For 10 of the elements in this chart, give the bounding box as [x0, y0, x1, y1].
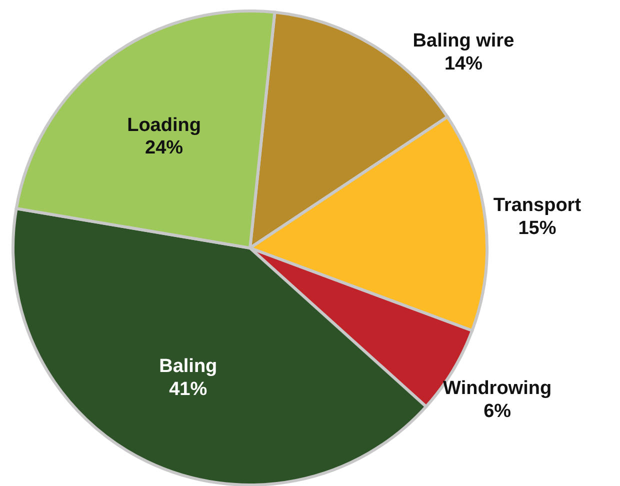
slice-label: Baling [159, 356, 218, 378]
data-label: 14% [444, 53, 483, 74]
data-label: 24% [145, 138, 184, 159]
data-label: 15% [518, 218, 556, 239]
data-label: 6% [484, 400, 512, 422]
slice-label: Loading [127, 114, 201, 136]
slice-label: Windrowing [443, 378, 552, 399]
slice-label: Transport [493, 194, 582, 216]
slice-label: Baling wire [412, 30, 514, 52]
data-label: 41% [169, 379, 208, 400]
